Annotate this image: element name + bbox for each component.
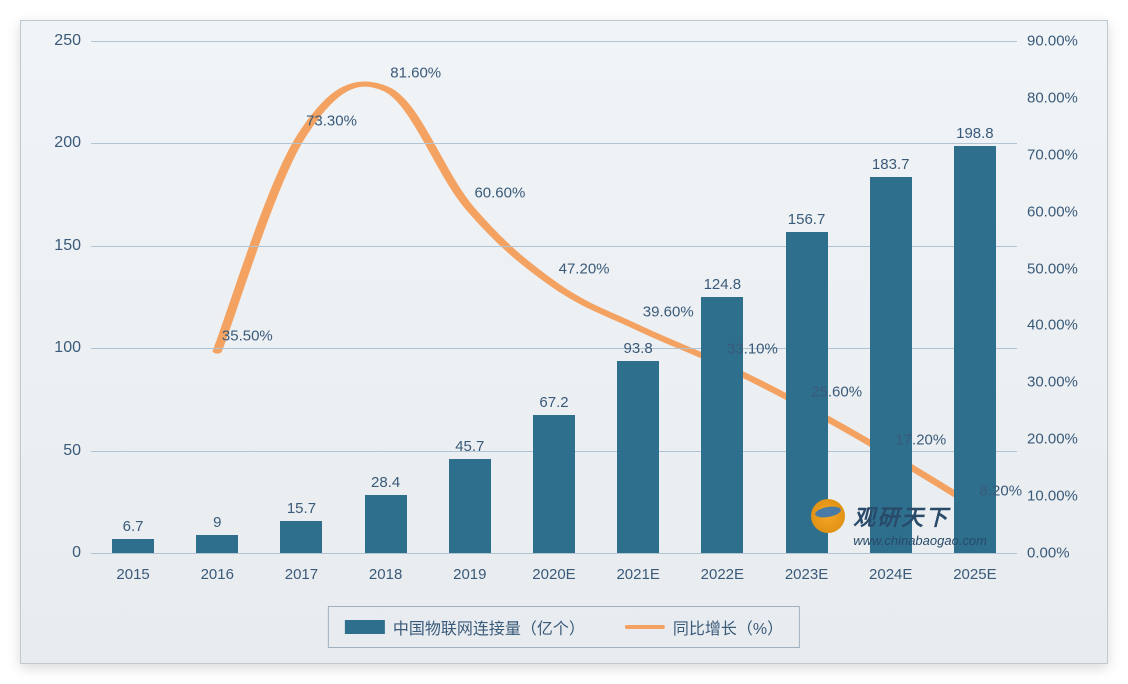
y-right-tick: 30.00%: [1027, 374, 1092, 391]
bar-fill: [533, 415, 575, 553]
legend-item-line: 同比增长（%）: [625, 615, 783, 639]
x-tick: 2015: [91, 566, 175, 583]
y-right-tick: 60.00%: [1027, 203, 1092, 220]
grid-line: [91, 553, 1017, 554]
y-right-tick: 0.00%: [1027, 545, 1092, 562]
line-value-label: 81.60%: [390, 65, 441, 82]
y-left-tick: 50: [41, 442, 81, 460]
bar: 183.7: [870, 177, 912, 553]
line-value-label: 8.20%: [980, 482, 1023, 499]
bar-fill: [196, 535, 238, 553]
watermark-logo-icon: [811, 499, 845, 533]
legend-bar-swatch: [345, 620, 385, 634]
x-tick: 2022E: [680, 566, 764, 583]
y-right-tick: 40.00%: [1027, 317, 1092, 334]
bar: 67.2: [533, 415, 575, 553]
grid-line: [91, 143, 1017, 144]
line-value-label: 33.10%: [727, 341, 778, 358]
bar-value-label: 156.7: [788, 211, 826, 228]
bar-value-label: 9: [213, 514, 221, 531]
line-value-label: 47.20%: [559, 261, 610, 278]
line-value-label: 73.30%: [306, 112, 357, 129]
bar-value-label: 45.7: [455, 438, 484, 455]
y-right-tick: 20.00%: [1027, 431, 1092, 448]
chart-container: 0 50 100 150 200 250 0.00% 10.00% 20.00% 30.00% 40…: [20, 20, 1108, 664]
bar-fill: [870, 177, 912, 553]
line-value-label: 17.20%: [895, 431, 946, 448]
x-tick: 2016: [175, 566, 259, 583]
bar-value-label: 198.8: [956, 125, 994, 142]
bar: 28.4: [365, 495, 407, 553]
y-right-tick: 70.00%: [1027, 146, 1092, 163]
bar-fill: [365, 495, 407, 553]
bar-fill: [112, 539, 154, 553]
bar: 45.7: [449, 459, 491, 553]
bar-value-label: 183.7: [872, 156, 910, 173]
line-value-label: 39.60%: [643, 304, 694, 321]
line-value-label: 25.60%: [811, 384, 862, 401]
x-tick: 2024E: [849, 566, 933, 583]
bar-fill: [280, 521, 322, 553]
legend: 中国物联网连接量（亿个） 同比增长（%）: [328, 606, 800, 648]
y-right-tick: 10.00%: [1027, 488, 1092, 505]
bar-value-label: 15.7: [287, 500, 316, 517]
y-left-tick: 250: [41, 32, 81, 50]
bar-fill: [617, 361, 659, 553]
bar-value-label: 28.4: [371, 474, 400, 491]
x-tick: 2023E: [764, 566, 848, 583]
grid-line: [91, 41, 1017, 42]
legend-bar-label: 中国物联网连接量（亿个）: [393, 615, 585, 639]
x-tick: 2025E: [933, 566, 1017, 583]
bar-value-label: 124.8: [704, 276, 742, 293]
bar-value-label: 93.8: [624, 340, 653, 357]
x-tick: 2018: [344, 566, 428, 583]
watermark-url: www.chinabaogao.com: [853, 533, 987, 548]
bar-fill: [701, 297, 743, 553]
bar-fill: [449, 459, 491, 553]
y-right-tick: 80.00%: [1027, 89, 1092, 106]
bar: 6.7: [112, 539, 154, 553]
bar: 9: [196, 535, 238, 553]
watermark: 观研天下 www.chinabaogao.com: [811, 499, 987, 548]
y-left-tick: 200: [41, 134, 81, 152]
y-right-tick: 90.00%: [1027, 33, 1092, 50]
y-right-tick: 50.00%: [1027, 260, 1092, 277]
y-left-tick: 0: [41, 544, 81, 562]
x-tick: 2021E: [596, 566, 680, 583]
line-value-label: 60.60%: [474, 184, 525, 201]
bar-value-label: 67.2: [539, 394, 568, 411]
watermark-brand: 观研天下: [853, 500, 949, 532]
line-value-label: 35.50%: [222, 327, 273, 344]
x-tick: 2017: [259, 566, 343, 583]
y-left-tick: 100: [41, 339, 81, 357]
plot-area: 0501001502002500.00%10.00%20.00%30.00%40…: [91, 41, 1017, 553]
bar: 15.7: [280, 521, 322, 553]
bar: 124.8: [701, 297, 743, 553]
legend-line-label: 同比增长（%）: [673, 615, 783, 639]
legend-line-swatch: [625, 625, 665, 629]
x-tick: 2020E: [512, 566, 596, 583]
bar-value-label: 6.7: [123, 518, 144, 535]
legend-item-bars: 中国物联网连接量（亿个）: [345, 615, 585, 639]
x-tick: 2019: [428, 566, 512, 583]
y-left-tick: 150: [41, 237, 81, 255]
bar: 93.8: [617, 361, 659, 553]
